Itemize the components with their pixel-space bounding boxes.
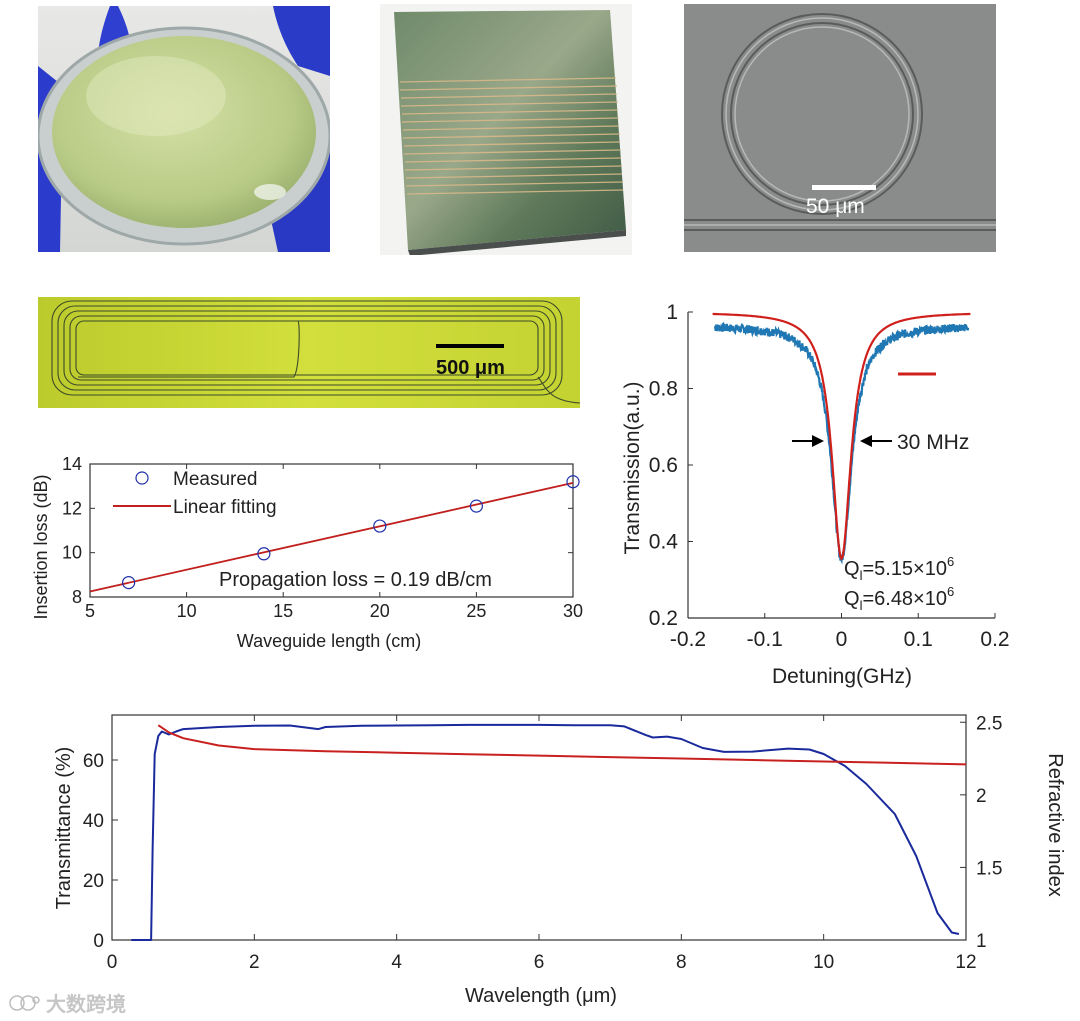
legend-label-fitting: Linear fitting <box>173 497 277 518</box>
measured-point <box>469 499 483 513</box>
y-tick-label: 0.6 <box>649 454 678 477</box>
resonance-x-label: Detuning(GHz) <box>772 665 912 688</box>
q-value-1: =5.15×10 <box>862 558 947 580</box>
resonance-y-label: Transmission(a.u.) <box>621 381 644 554</box>
transmittance-chart: 0 2 4 6 8 10 12 0 20 40 60 1 1.5 2 2.5 Transmittance (… <box>53 713 1066 1007</box>
linewidth-label: 30 MHz <box>897 431 969 454</box>
x-tick-label: 2 <box>249 952 260 973</box>
y-tick-label: 10 <box>62 543 82 563</box>
microscope-scale-label: 500 μm <box>436 357 505 379</box>
svg-text:Ql=6.48×106: Ql=6.48×106 <box>844 584 954 613</box>
propagation-loss-annotation: Propagation loss = 0.19 dB/cm <box>219 569 492 591</box>
x-tick-label: 8 <box>676 952 687 973</box>
x-tick-label: 4 <box>391 952 402 973</box>
transmittance-plot-frame <box>111 714 967 941</box>
resonance-chart: -0.2 -0.1 0 0.1 0.2 0.2 0.4 0.6 0.8 1 Transmissio… <box>621 301 1010 688</box>
linewidth-annotation: 30 MHz <box>792 431 969 454</box>
x-tick-label: 15 <box>273 601 293 621</box>
chip-photo <box>380 4 632 255</box>
q-sup-2: 6 <box>947 584 954 599</box>
transmittance-y-label: Transmittance (%) <box>53 747 75 910</box>
watermark-logo-icon <box>9 994 40 1011</box>
y-tick-label: 1 <box>666 301 678 324</box>
y-tick-label: 12 <box>62 498 82 518</box>
measured-point <box>122 575 136 590</box>
q-value-2: =6.48×10 <box>862 588 947 610</box>
y-tick-label: 0.2 <box>649 607 678 630</box>
lorentzian-fit-curve <box>712 312 971 561</box>
y-tick-label: 60 <box>83 751 104 772</box>
measured-point <box>373 519 387 533</box>
watermark: 大数跨境 <box>8 988 126 1017</box>
y-right-tick-label: 1.5 <box>976 858 1002 879</box>
x-tick-label: 30 <box>563 601 583 621</box>
refractive-index-curve <box>157 724 967 766</box>
y-tick-label: 20 <box>83 871 104 892</box>
x-tick-label: 0.2 <box>980 628 1009 651</box>
y-right-tick-label: 2 <box>976 786 987 807</box>
wafer-photo <box>38 6 330 252</box>
x-tick-label: 0.1 <box>904 628 933 651</box>
y-right-tick-label: 1 <box>976 931 987 952</box>
measured-point <box>257 547 271 561</box>
legend-marker-measured <box>135 471 149 485</box>
insertion-loss-legend: Measured Linear fitting <box>113 469 277 518</box>
x-tick-label: 5 <box>85 601 95 621</box>
y-tick-label: 40 <box>83 811 104 832</box>
x-tick-label: 10 <box>177 601 197 621</box>
x-tick-label: -0.2 <box>670 628 706 651</box>
q-sup-1: 6 <box>947 554 954 569</box>
refractive-index-y-label: Refractive index <box>1044 753 1066 896</box>
x-tick-label: 12 <box>955 952 976 973</box>
insertion-loss-plot-frame <box>89 463 574 598</box>
sem-ring-photo: 50 μm <box>684 4 996 252</box>
insertion-loss-chart: 5 10 15 20 25 30 8 10 12 14 Insertion loss (dB) W… <box>31 454 583 651</box>
q-sub-1: l <box>860 568 863 583</box>
legend-label-measured: Measured <box>173 469 258 490</box>
x-tick-label: 0 <box>107 952 118 973</box>
q-label-1: Q <box>844 558 860 580</box>
x-tick-label: 10 <box>813 952 834 973</box>
x-tick-label: 25 <box>466 601 486 621</box>
microscope-photo: 500 μm <box>38 297 580 408</box>
q-factor-labels: Ql=5.15×106 Ql=6.48×106 <box>844 554 954 613</box>
y-tick-label: 14 <box>62 454 82 474</box>
svg-text:Ql=5.15×106: Ql=5.15×106 <box>844 554 954 583</box>
measured-point <box>566 475 580 489</box>
x-tick-label: 6 <box>534 952 545 973</box>
sem-scale-label: 50 μm <box>806 195 865 218</box>
x-tick-label: 0 <box>836 628 848 651</box>
y-tick-label: 0.8 <box>649 378 678 401</box>
watermark-text: 大数跨境 <box>46 994 126 1016</box>
y-tick-label: 0.4 <box>649 531 679 554</box>
insertion-loss-x-label: Waveguide length (cm) <box>237 631 421 651</box>
x-tick-label: -0.1 <box>747 628 783 651</box>
q-label-2: Q <box>844 588 860 610</box>
linear-fit-line <box>89 481 574 593</box>
q-sub-2: l <box>860 598 863 613</box>
insertion-loss-y-label: Insertion loss (dB) <box>31 474 51 619</box>
transmittance-curve <box>131 723 960 941</box>
y-tick-label: 8 <box>72 587 82 607</box>
transmittance-x-label: Wavelength (μm) <box>465 985 617 1007</box>
y-right-tick-label: 2.5 <box>976 713 1002 734</box>
y-tick-label: 0 <box>93 931 104 952</box>
x-tick-label: 20 <box>370 601 390 621</box>
